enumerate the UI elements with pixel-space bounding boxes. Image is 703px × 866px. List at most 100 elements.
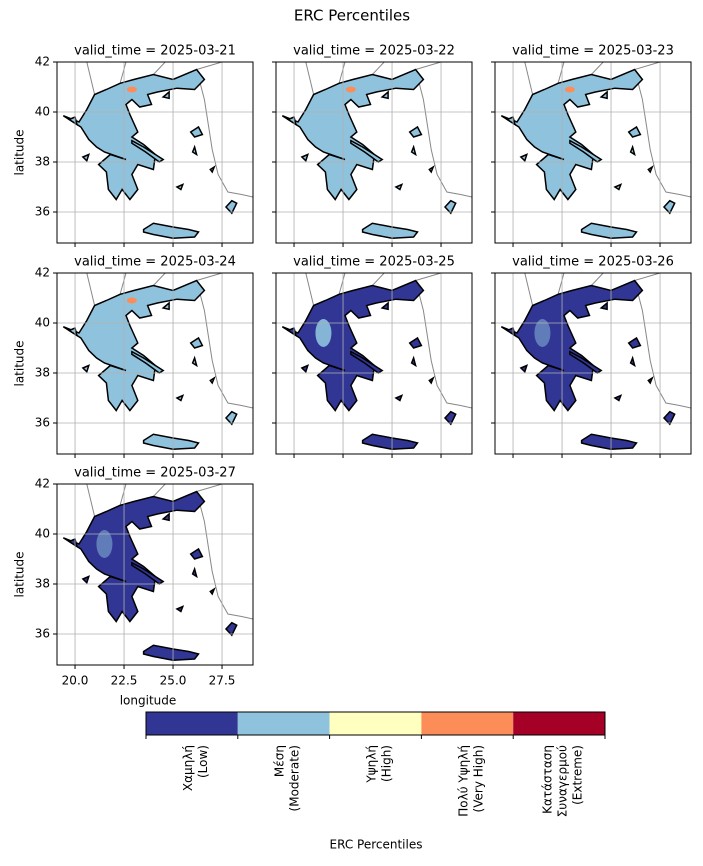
- country-border: [305, 62, 315, 95]
- colorbar-segment: [513, 712, 605, 735]
- island: [189, 336, 204, 349]
- colorbar-segment: [237, 712, 330, 735]
- island: [142, 222, 200, 239]
- map-panel: 36 38 40 42 valid_time = 2025-03-21 latitude: [13, 44, 254, 247]
- island: [410, 355, 417, 368]
- island: [613, 183, 623, 191]
- country-border: [557, 273, 565, 295]
- panel-frame: [56, 483, 254, 666]
- island: [191, 355, 198, 368]
- country-border: [338, 62, 346, 84]
- country-border: [196, 69, 253, 198]
- greece-mainland: [281, 279, 425, 412]
- island: [647, 376, 654, 385]
- region-patch: [126, 86, 137, 93]
- country-border: [524, 62, 534, 95]
- country-border: [372, 273, 385, 286]
- greece-mainland: [62, 490, 206, 623]
- map-panel: valid_time = 2025-03-25: [272, 255, 473, 458]
- island: [81, 364, 91, 374]
- panel-title: valid_time = 2025-03-24: [74, 255, 236, 270]
- country-border: [153, 484, 166, 497]
- country-border: [86, 273, 96, 306]
- country-border: [86, 62, 96, 95]
- greece-mainland: [281, 68, 425, 201]
- y-tick-label: 42: [35, 266, 50, 280]
- country-border: [634, 280, 691, 409]
- island: [175, 394, 185, 402]
- country-border: [415, 62, 442, 70]
- y-tick-label: 36: [35, 627, 50, 641]
- y-tick-label: 38: [35, 577, 50, 591]
- island: [627, 336, 642, 349]
- region-patch: [96, 530, 113, 558]
- region-patch: [315, 319, 332, 347]
- y-axis-label: latitude: [13, 551, 27, 597]
- island: [189, 125, 204, 138]
- country-border: [119, 273, 127, 295]
- greece-mainland: [62, 279, 206, 412]
- island: [224, 410, 238, 426]
- island: [189, 547, 204, 560]
- island: [408, 125, 423, 138]
- panel-title: valid_time = 2025-03-25: [293, 255, 455, 270]
- island: [394, 394, 404, 402]
- island: [142, 644, 200, 661]
- country-border: [524, 273, 534, 306]
- y-tick-label: 36: [35, 205, 50, 219]
- country-border: [196, 491, 253, 620]
- region-patch: [345, 86, 356, 93]
- region-patch: [564, 86, 575, 93]
- country-border: [634, 62, 661, 70]
- island: [175, 605, 185, 613]
- map-area: [57, 273, 253, 454]
- country-border: [634, 273, 661, 281]
- island: [428, 376, 435, 385]
- map-area: [57, 484, 253, 665]
- country-border: [557, 62, 565, 84]
- island: [443, 410, 457, 426]
- island: [191, 566, 198, 579]
- map-panel: valid_time = 2025-03-22: [272, 44, 473, 247]
- x-tick-label: 25.0: [160, 674, 187, 688]
- island: [209, 376, 216, 385]
- colorbar-class-label: Μέση: [273, 745, 287, 777]
- country-border: [86, 484, 96, 517]
- x-axis-label: longitude: [120, 694, 177, 708]
- y-tick-label: 40: [35, 105, 50, 119]
- island: [580, 222, 638, 239]
- country-border: [153, 273, 166, 286]
- island: [410, 144, 417, 157]
- island: [175, 183, 185, 191]
- country-border: [634, 69, 691, 198]
- island: [300, 153, 310, 163]
- island: [662, 199, 676, 215]
- colorbar-class-label: (Extreme): [571, 745, 585, 805]
- map-area: [495, 62, 691, 243]
- panel-frame: [494, 272, 692, 455]
- country-border: [119, 484, 127, 506]
- map-panel: valid_time = 2025-03-23: [491, 44, 692, 247]
- colorbar-class-label: (Moderate): [288, 745, 302, 811]
- island: [209, 165, 216, 174]
- country-border: [119, 62, 127, 84]
- y-tick-label: 38: [35, 366, 50, 380]
- colorbar-segment: [421, 712, 514, 735]
- colorbar-frame: [145, 711, 606, 736]
- island: [627, 125, 642, 138]
- country-border: [196, 62, 223, 70]
- region-patch: [534, 319, 551, 347]
- island: [647, 165, 654, 174]
- map-panel: valid_time = 2025-03-26: [491, 255, 692, 458]
- greece-mainland: [500, 279, 644, 412]
- country-border: [591, 62, 604, 75]
- panel-frame: [56, 272, 254, 455]
- y-axis-label: latitude: [13, 340, 27, 386]
- panel-frame: [275, 272, 473, 455]
- map-area: [57, 62, 253, 243]
- country-border: [372, 62, 385, 75]
- island: [209, 587, 216, 596]
- map-panel: 20.0 22.5 25.0 27.5 36 38 40 42 valid_time = 202…: [13, 466, 254, 688]
- country-border: [415, 69, 472, 198]
